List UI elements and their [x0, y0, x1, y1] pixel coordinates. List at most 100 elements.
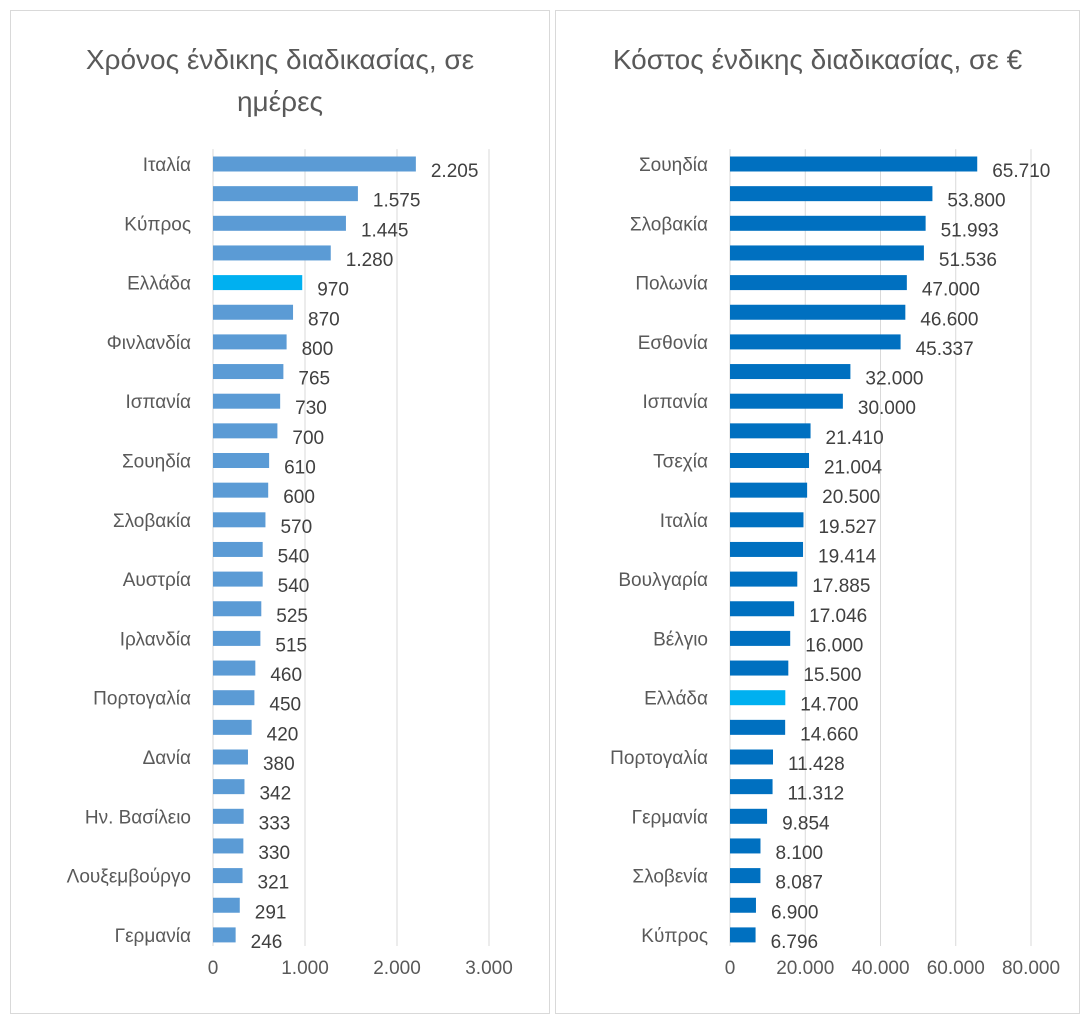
data-label: 19.414 [818, 546, 877, 567]
bar [213, 601, 262, 617]
bar [213, 423, 278, 439]
bar [730, 275, 907, 291]
data-label: 330 [258, 843, 290, 864]
bar [730, 779, 773, 795]
data-label: 970 [317, 280, 349, 301]
data-label: 333 [259, 813, 291, 834]
data-label: 51.536 [939, 250, 997, 271]
bar [213, 749, 248, 765]
data-label: 800 [302, 339, 334, 360]
category-label: Λουξεμβούργο [67, 867, 191, 888]
data-label: 6.796 [771, 932, 819, 953]
category-label: Δανία [143, 748, 191, 769]
data-label: 11.312 [788, 784, 845, 805]
data-label: 246 [251, 932, 283, 953]
data-label: 420 [267, 724, 299, 745]
category-label: Σουηδία [639, 155, 708, 176]
data-label: 342 [259, 784, 291, 805]
bar [213, 215, 346, 231]
data-label: 730 [295, 398, 327, 419]
bar [213, 868, 243, 884]
data-label: 16.000 [805, 635, 863, 656]
bar [213, 838, 244, 854]
category-label: Τσεχία [653, 452, 708, 473]
data-label: 65.710 [992, 161, 1050, 182]
tick-label: 2.000 [373, 958, 421, 979]
bar [730, 304, 906, 320]
bar [730, 156, 978, 172]
category-label: Γερμανία [115, 926, 191, 947]
tick-label: 0 [725, 958, 736, 979]
bar [730, 186, 933, 202]
bar [730, 927, 756, 943]
data-label: 540 [278, 546, 310, 567]
bar [213, 808, 244, 824]
data-label: 610 [284, 458, 316, 479]
bar-chart-time: Ιταλία 2.205 1.575 Κύπρος 1.445 1.280 Ελλάδα 97… [67, 149, 513, 979]
category-label: Σλοβενία [632, 867, 708, 888]
data-label: 765 [298, 369, 330, 390]
bar [730, 512, 804, 528]
data-label: 17.885 [812, 576, 870, 597]
bar [730, 868, 761, 884]
bar [213, 897, 240, 913]
category-label: Ιταλία [143, 155, 191, 176]
category-label: Σλοβακία [113, 511, 191, 532]
bar [213, 156, 416, 172]
bar [213, 393, 281, 409]
data-label: 460 [270, 665, 302, 686]
bar [730, 393, 843, 409]
tick-label: 3.000 [465, 958, 513, 979]
bar [730, 660, 789, 676]
category-label: Ιταλία [660, 511, 708, 532]
chart-title-cost: Κόστος ένδικης διαδικασίας, σε € [612, 44, 1023, 75]
category-label: Ισπανία [642, 392, 708, 413]
category-label: Σουηδία [122, 452, 191, 473]
bar [213, 571, 263, 587]
bar [213, 304, 294, 320]
tick-label: 1.000 [281, 958, 329, 979]
bar [730, 215, 926, 231]
data-label: 570 [280, 517, 312, 538]
data-label: 46.600 [920, 309, 978, 330]
data-label: 525 [276, 606, 308, 627]
chart-panel-cost: Κόστος ένδικης διαδικασίας, σε € Σουηδία… [555, 10, 1080, 1014]
bar [730, 453, 810, 468]
category-label: Κύπρος [641, 926, 708, 947]
data-label: 32.000 [865, 369, 923, 390]
category-label: Πορτογαλία [93, 689, 191, 710]
category-label: Κύπρος [124, 214, 191, 235]
bar [730, 749, 773, 765]
bar [213, 482, 269, 498]
bar [730, 245, 924, 261]
bar [730, 334, 901, 350]
bar [213, 690, 255, 706]
data-label: 20.500 [822, 487, 880, 508]
data-label: 14.660 [800, 724, 858, 745]
tick-label: 20.000 [776, 958, 834, 979]
chart-title-time: Χρόνος ένδικης διαδικασίας, σε ημέρες [85, 44, 475, 117]
category-label: Ην. Βασίλειο [85, 807, 191, 828]
data-label: 6.900 [771, 902, 819, 923]
bar [730, 541, 804, 557]
category-label: Ισπανία [125, 392, 191, 413]
data-label: 540 [278, 576, 310, 597]
bar [730, 838, 761, 854]
bar [730, 808, 768, 824]
data-label: 11.428 [788, 754, 845, 775]
data-label: 9.854 [782, 813, 830, 834]
chart-panel-time: Χρόνος ένδικης διαδικασίας, σε ημέρες Ιτ… [10, 10, 550, 1014]
category-label: Πορτογαλία [610, 748, 708, 769]
data-label: 380 [263, 754, 295, 775]
bar [730, 571, 798, 587]
category-label: Πολωνία [635, 274, 708, 295]
category-label: Αυστρία [123, 570, 191, 591]
data-label: 14.700 [800, 695, 858, 716]
category-label: Σλοβακία [630, 214, 708, 235]
category-label: Βέλγιο [653, 629, 708, 650]
bar [730, 423, 811, 439]
tick-label: 60.000 [927, 958, 985, 979]
bar [213, 927, 236, 943]
bar [730, 630, 791, 646]
bar [213, 541, 263, 557]
